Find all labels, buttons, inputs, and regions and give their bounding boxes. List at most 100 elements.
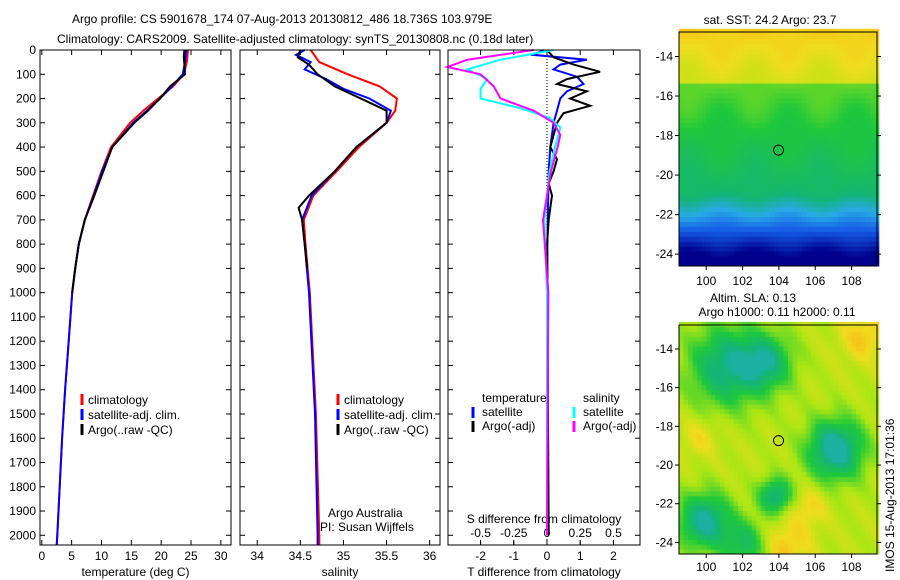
heatmap-cell	[760, 355, 766, 362]
heatmap-cell	[778, 206, 784, 213]
heatmap-cell	[783, 177, 789, 183]
heatmap-cell	[769, 117, 775, 124]
heatmap-cell	[774, 182, 780, 188]
heatmap-cell	[701, 186, 707, 193]
heatmap-cell	[733, 112, 739, 119]
heatmap-cell	[756, 481, 762, 487]
heatmap-cell	[760, 408, 766, 415]
heatmap-cell	[769, 549, 775, 555]
heatmap-cell	[710, 544, 716, 550]
heatmap-cell	[724, 137, 730, 143]
heatmap-cell	[819, 206, 825, 213]
heatmap-cell	[729, 256, 734, 262]
heatmap-cell	[692, 162, 698, 168]
heatmap-cell	[837, 186, 843, 193]
heatmap-cell	[679, 231, 684, 237]
heatmap-cell	[860, 525, 866, 531]
heatmap-cell	[856, 98, 862, 104]
heatmap-cell	[778, 182, 784, 188]
heatmap-cell	[801, 216, 807, 222]
heatmap-cell	[738, 83, 743, 89]
heatmap-cell	[783, 394, 789, 400]
heatmap-cell	[842, 529, 848, 536]
heatmap-cell	[860, 534, 866, 540]
heatmap-cell	[810, 201, 816, 208]
heatmap-cell	[701, 476, 707, 482]
heatmap-cell	[724, 355, 730, 362]
heatmap-cell	[797, 346, 803, 352]
heatmap-cell	[824, 452, 830, 458]
heatmap-cell	[751, 83, 757, 89]
heatmap-cell	[815, 93, 821, 99]
heatmap-cell	[706, 112, 712, 119]
heatmap-cell	[715, 241, 721, 247]
heatmap-cell	[833, 261, 839, 267]
heatmap-cell	[724, 544, 730, 550]
heatmap-cell	[810, 246, 816, 252]
heatmap-cell	[801, 241, 807, 247]
lat-tick-label: -18	[656, 419, 674, 433]
heatmap-cell	[774, 221, 780, 227]
heatmap-cell	[710, 73, 716, 79]
heatmap-cell	[824, 191, 830, 198]
heatmap-cell	[706, 365, 712, 371]
heatmap-cell	[724, 261, 730, 267]
heatmap-cell	[769, 132, 775, 138]
heatmap-cell	[760, 481, 766, 487]
heatmap-cell	[733, 505, 739, 511]
heatmap-cell	[688, 408, 694, 415]
heatmap-cell	[692, 452, 698, 458]
heatmap-cell	[869, 375, 875, 381]
heatmap-cell	[810, 122, 816, 129]
heatmap-cell	[683, 360, 689, 366]
heatmap-cell	[815, 438, 821, 444]
heatmap-cell	[842, 491, 848, 497]
heatmap-cell	[778, 191, 784, 198]
heatmap-cell	[715, 379, 721, 386]
heatmap-cell	[865, 428, 871, 434]
heatmap-cell	[756, 251, 762, 257]
heatmap-cell	[783, 152, 789, 158]
heatmap-cell	[679, 496, 684, 502]
heatmap-cell	[797, 127, 803, 134]
heatmap-cell	[837, 544, 843, 550]
heatmap-cell	[738, 394, 743, 400]
heatmap-cell	[847, 162, 852, 168]
heatmap-cell	[729, 241, 734, 247]
heatmap-cell	[837, 510, 843, 516]
heatmap-cell	[701, 433, 707, 439]
heatmap-cell	[865, 73, 871, 79]
heatmap-cell	[742, 418, 748, 424]
heatmap-cell	[769, 58, 775, 64]
heatmap-cell	[692, 408, 698, 415]
heatmap-cell	[697, 457, 703, 463]
heatmap-cell	[706, 58, 712, 64]
heatmap-cell	[683, 132, 689, 138]
heatmap-cell	[842, 433, 848, 439]
heatmap-cell	[828, 98, 834, 104]
heatmap-cell	[710, 132, 716, 138]
heatmap-cell	[837, 157, 843, 163]
heatmap-cell	[747, 88, 753, 94]
heatmap-cell	[869, 226, 875, 232]
heatmap-cell	[765, 500, 771, 507]
heatmap-cell	[769, 500, 775, 507]
heatmap-cell	[719, 147, 725, 153]
heatmap-cell	[729, 346, 734, 352]
heatmap-cell	[869, 58, 875, 64]
heatmap-cell	[847, 231, 852, 237]
heatmap-cell	[701, 147, 707, 153]
heatmap-cell	[819, 261, 825, 267]
heatmap-cell	[765, 43, 771, 50]
heatmap-cell	[679, 167, 684, 173]
heatmap-cell	[819, 433, 825, 439]
heatmap-cell	[860, 132, 866, 138]
heatmap-cell	[819, 98, 825, 104]
heatmap-cell	[792, 83, 798, 89]
heatmap-cell	[869, 442, 875, 449]
heatmap-cell	[769, 423, 775, 429]
heatmap-cell	[742, 201, 748, 208]
heatmap-cell	[719, 355, 725, 362]
heatmap-cell	[788, 467, 793, 473]
heatmap-cell	[824, 226, 830, 232]
